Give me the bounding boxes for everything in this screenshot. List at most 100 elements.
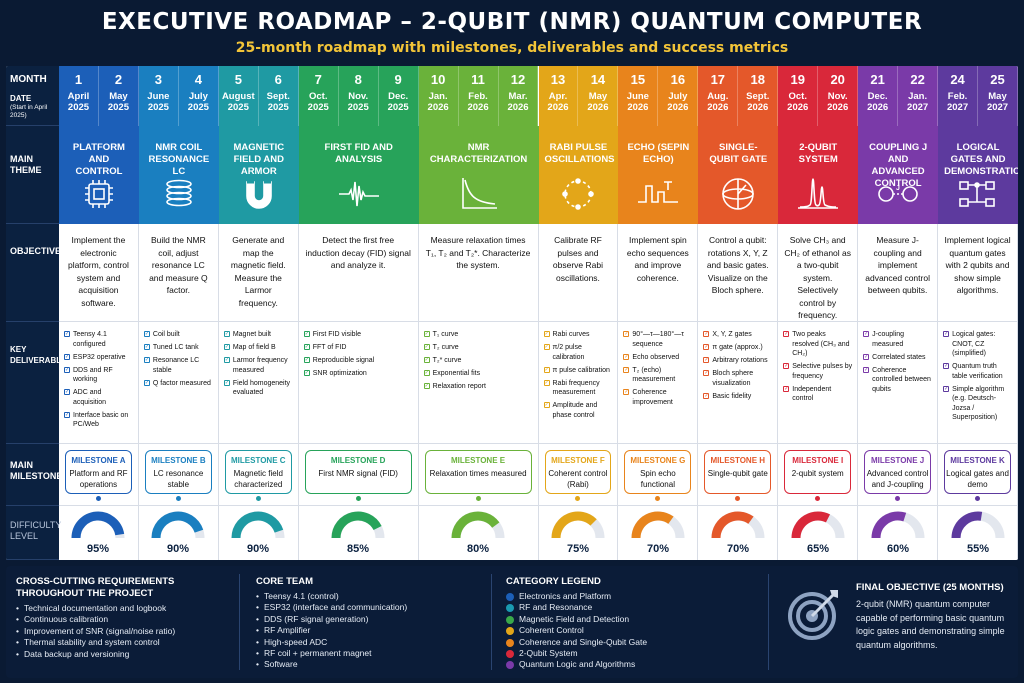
row-label-objective: OBJECTIVE	[6, 224, 61, 322]
theme-title: FIRST FID AND ANALYSIS	[324, 142, 393, 165]
month-header: 5 August 2025	[218, 66, 259, 126]
deliverable-item: ✓ Interface basic on PC/Web	[64, 411, 134, 430]
theme-title: COUPLING J AND ADVANCED CONTROL	[869, 142, 928, 189]
theme-cell: FIRST FID AND ANALYSIS	[298, 126, 419, 224]
month-header: 2 May 2025	[98, 66, 139, 126]
month-year: 2026	[707, 102, 729, 113]
difficulty-gauge: 65%	[791, 511, 845, 555]
month-header: 6 Sept. 2025	[258, 66, 299, 126]
deliverable-text: Magnet built	[232, 331, 271, 338]
milestone-cell: MILESTONE D First NMR signal (FID)	[298, 444, 419, 506]
milestone-title: MILESTONE J	[871, 456, 925, 465]
objective-cell: Measure relaxation times T₁, T₂ and T₂*.…	[418, 224, 539, 322]
crosscut-item: • Continuous calibration	[16, 614, 109, 625]
milestone-text: Relaxation times measured	[429, 469, 527, 478]
month-year: 2025	[347, 102, 369, 113]
coil-icon	[166, 179, 192, 207]
deliverable-text: π gate (approx.)	[712, 344, 763, 351]
deliverable-text: Selective pulses by frequency	[792, 363, 853, 380]
month-number: 19	[790, 72, 805, 87]
month-year: 2026	[427, 102, 449, 113]
deliverable-item: ✓ Amplitude and phase control	[543, 401, 614, 420]
objective-cell: Control a qubit: rotations X, Y, Z and b…	[698, 224, 779, 322]
gauge-fill	[631, 511, 674, 539]
deliverable-item: ✓ Echo observed	[623, 353, 693, 363]
legend-item: Electronics and Platform	[506, 591, 756, 602]
deliverable-item: ✓ 90°—τ—180°—τ sequence	[623, 330, 693, 349]
gauge-fill	[71, 511, 125, 539]
chip-icon	[84, 180, 113, 208]
deliverable-item: ✓ Tuned LC tank	[143, 343, 214, 353]
difficulty-cell: 90%	[139, 506, 219, 560]
month-number: 20	[830, 72, 845, 87]
difficulty-value: 60%	[887, 543, 909, 555]
month-header: 21 Dec. 2026	[858, 66, 899, 126]
circuit-icon	[959, 181, 995, 207]
checkbox-icon: ✓	[143, 344, 150, 350]
deliverables-cell: ✓ J-coupling measured ✓ Correlated states ✓ C…	[858, 322, 939, 444]
difficulty-value: 95%	[87, 543, 109, 555]
milestone-dot	[575, 496, 581, 501]
difficulty-value: 75%	[567, 543, 589, 555]
month-number: 10	[430, 72, 446, 87]
month-name: Feb.	[947, 91, 968, 102]
month-name: May	[988, 91, 1007, 102]
deliverable-text: Basic fidelity	[712, 392, 752, 400]
month-number: 21	[870, 72, 885, 87]
checkbox-icon: ✓	[943, 363, 950, 369]
deliverable-item: ✓ Rabi curves	[543, 330, 614, 340]
deliverable-text: Coherence controlled between qubits	[872, 366, 931, 393]
deliverable-item: ✓ T₂* curve	[423, 356, 534, 366]
header: EXECUTIVE ROADMAP – 2-QUBIT (NMR) QUANTU…	[0, 0, 1024, 64]
milestone-dot	[975, 496, 981, 501]
month-header: 10 Jan. 2026	[418, 66, 459, 126]
theme-cell: 2-QUBIT SYSTEM	[778, 126, 859, 224]
checkbox-icon: ✓	[423, 357, 430, 363]
page-subtitle: 25-month roadmap with milestones, delive…	[235, 40, 789, 56]
deliverable-text: Resonance LC stable	[152, 357, 200, 374]
deliverable-item: ✓ T₁ curve	[423, 330, 534, 340]
milestone-cell: MILESTONE H Single-qubit gate	[698, 444, 779, 506]
deliverable-text: Coherence improvement	[632, 389, 673, 406]
difficulty-cell: 65%	[778, 506, 859, 560]
bottom-panel: CROSS-CUTTING REQUIREMENTS THROUGHOUT TH…	[6, 566, 1018, 678]
difficulty-cell: 60%	[858, 506, 939, 560]
checkbox-icon: ✓	[223, 331, 230, 337]
month-header: 20 Nov. 2026	[818, 66, 859, 126]
gauge-fill	[871, 511, 906, 539]
target-icon	[788, 590, 838, 640]
checkbox-icon: ✓	[543, 402, 550, 408]
legend-title: CATEGORY LEGEND	[506, 576, 601, 587]
month-name: May	[109, 91, 128, 102]
milestone-box: MILESTONE C Magnetic field characterized	[224, 450, 292, 494]
milestone-dot	[95, 496, 101, 501]
milestone-title: MILESTONE K	[950, 456, 1005, 465]
theme-cell: COUPLING J AND ADVANCED CONTROL J	[858, 126, 939, 224]
month-name: Nov.	[348, 91, 369, 102]
checkbox-icon: ✓	[543, 366, 550, 373]
gauge-fill	[331, 511, 382, 539]
difficulty-gauge: 90%	[231, 511, 285, 555]
deliverable-item: ✓ π pulse calibration	[543, 366, 614, 376]
deliverable-item: ✓ J-coupling measured	[863, 330, 933, 349]
deliverable-text: Field homogeneity evaluated	[232, 379, 291, 397]
milestone-text: First NMR signal (FID)	[318, 469, 398, 478]
theme-title: LOGICAL GATES AND DEMONSTRATION	[944, 142, 1018, 177]
checkbox-icon: ✓	[703, 331, 710, 337]
month-number: 14	[590, 72, 606, 87]
month-year: 2026	[867, 102, 889, 113]
milestone-text: Spin echo functional	[640, 469, 676, 489]
row-label-deliverables: KEY DELIVERABLES	[6, 322, 72, 444]
checkbox-icon: ✓	[303, 357, 310, 363]
deliverable-item: ✓ Bloch sphere visualization	[703, 369, 773, 388]
milestone-cell: MILESTONE A Platform and RF operations	[59, 444, 139, 506]
milestone-box: MILESTONE J Advanced control and J-coupli…	[864, 450, 932, 494]
theme-cell: SINGLE-QUBIT GATE	[698, 126, 779, 224]
checkbox-icon: ✓	[783, 385, 790, 392]
team-item: • ESP32 (interface and communication)	[256, 602, 408, 613]
milestone-text: Logical gates and demo	[946, 469, 1009, 489]
legend-label: Coherent Control	[519, 625, 584, 636]
difficulty-cell: 70%	[698, 506, 779, 560]
difficulty-gauge: 75%	[551, 511, 605, 555]
decay-curve-icon	[461, 178, 497, 209]
